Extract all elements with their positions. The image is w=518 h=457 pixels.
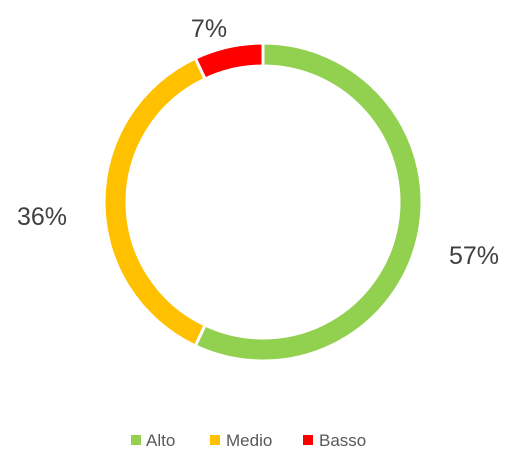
- legend-swatch-alto: [131, 435, 141, 445]
- donut-slice-alto: [193, 41, 424, 363]
- donut-slice-basso: [193, 41, 265, 81]
- legend: Alto Medio Basso: [131, 431, 366, 450]
- data-label-basso: 7%: [191, 15, 227, 43]
- legend-label-alto: Alto: [146, 431, 175, 450]
- data-label-alto: 57%: [449, 242, 499, 270]
- data-labels: 57% 36% 7%: [17, 15, 499, 270]
- legend-swatch-basso: [303, 435, 313, 445]
- legend-label-medio: Medio: [226, 431, 272, 450]
- legend-swatch-medio: [210, 435, 220, 445]
- donut-slices: [102, 41, 424, 363]
- legend-label-basso: Basso: [319, 431, 366, 450]
- donut-slice-medio: [102, 56, 208, 348]
- data-label-medio: 36%: [17, 203, 67, 231]
